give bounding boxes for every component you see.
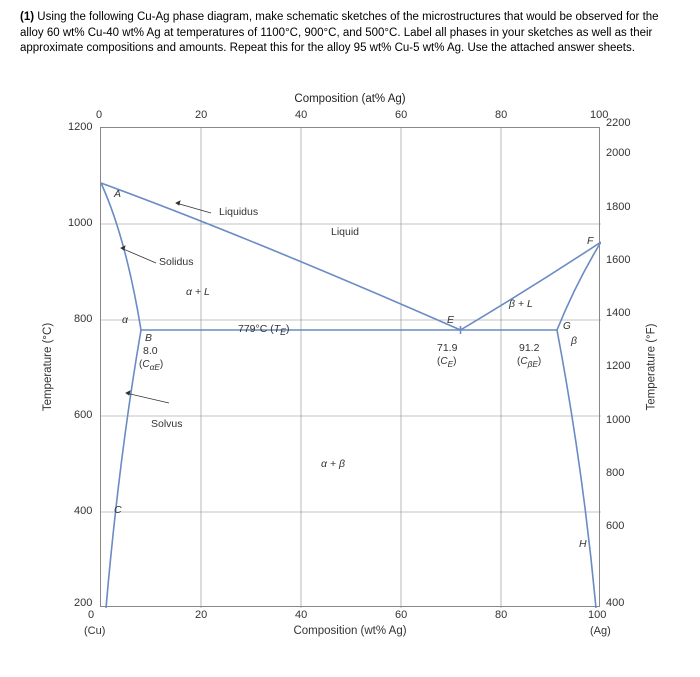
caE-bot: (CαE) (139, 359, 163, 372)
point-H: H (579, 538, 587, 550)
phase-curves (101, 183, 601, 608)
yr-1200: 1200 (606, 360, 630, 372)
yr-800: 800 (606, 467, 624, 479)
point-G: G (563, 321, 571, 332)
xb-60: 60 (395, 609, 407, 621)
caE-top: 8.0 (143, 345, 158, 357)
question-text: (1) Using the following Cu-Ag phase diag… (20, 10, 680, 57)
yr-400: 400 (606, 597, 624, 609)
plot-area: A Liquidus Liquid Solidus α + L α B 779°… (100, 127, 600, 607)
xt-40: 40 (295, 109, 307, 121)
cu-corner: (Cu) (84, 625, 105, 637)
ag-corner: (Ag) (590, 625, 611, 637)
question-body: Using the following Cu-Ag phase diagram,… (20, 11, 659, 54)
yr-600: 600 (606, 520, 624, 532)
beta-L-label: β + L (509, 298, 533, 310)
point-E: E (447, 314, 454, 326)
solidus-label: Solidus (159, 256, 193, 268)
cbE-top: 91.2 (519, 342, 539, 354)
top-axis-title: Composition (at% Ag) (20, 93, 680, 105)
alpha-L-label: α + L (186, 286, 210, 298)
cE-bot: (CE) (437, 356, 456, 369)
point-C: C (114, 504, 122, 516)
xb-100: 100 (588, 609, 606, 621)
yr-1600: 1600 (606, 254, 630, 266)
yr-1000: 1000 (606, 414, 630, 426)
point-B: B (145, 332, 152, 344)
alpha-label: α (122, 314, 128, 326)
xt-0: 0 (96, 109, 102, 121)
xt-20: 20 (195, 109, 207, 121)
liquid-label: Liquid (331, 226, 359, 238)
left-axis-label: Temperature (°C) (40, 87, 56, 647)
right-axis-label: Temperature (°F) (644, 87, 660, 647)
beta-label: β (571, 335, 577, 347)
xb-80: 80 (495, 609, 507, 621)
solvus-label: Solvus (151, 418, 183, 430)
eutectic-temp-label: 779°C (TE) (238, 323, 289, 337)
xb-40: 40 (295, 609, 307, 621)
yl-600: 600 (74, 409, 92, 421)
alpha-beta-label: α + β (321, 458, 345, 470)
yl-0bot: 0 (88, 609, 94, 621)
phase-diagram: Composition (at% Ag) Temperature (°C) Te… (20, 87, 680, 647)
yl-400: 400 (74, 505, 92, 517)
yr-1400: 1400 (606, 307, 630, 319)
cbE-bot: (CβE) (517, 356, 541, 369)
bottom-axis-title: Composition (wt% Ag) (100, 625, 600, 637)
liquidus-label: Liquidus (219, 206, 258, 218)
yr-2200: 2200 (606, 117, 630, 129)
xb-20: 20 (195, 609, 207, 621)
cE-top: 71.9 (437, 342, 457, 354)
yl-800: 800 (74, 313, 92, 325)
point-A: A (114, 188, 121, 200)
xt-60: 60 (395, 109, 407, 121)
yl-1200: 1200 (68, 121, 92, 133)
yr-2000: 2000 (606, 147, 630, 159)
question-prefix: (1) (20, 11, 34, 23)
xt-80: 80 (495, 109, 507, 121)
yl-1000: 1000 (68, 217, 92, 229)
point-F: F (587, 235, 593, 247)
yr-1800: 1800 (606, 201, 630, 213)
yl-200: 200 (74, 597, 92, 609)
